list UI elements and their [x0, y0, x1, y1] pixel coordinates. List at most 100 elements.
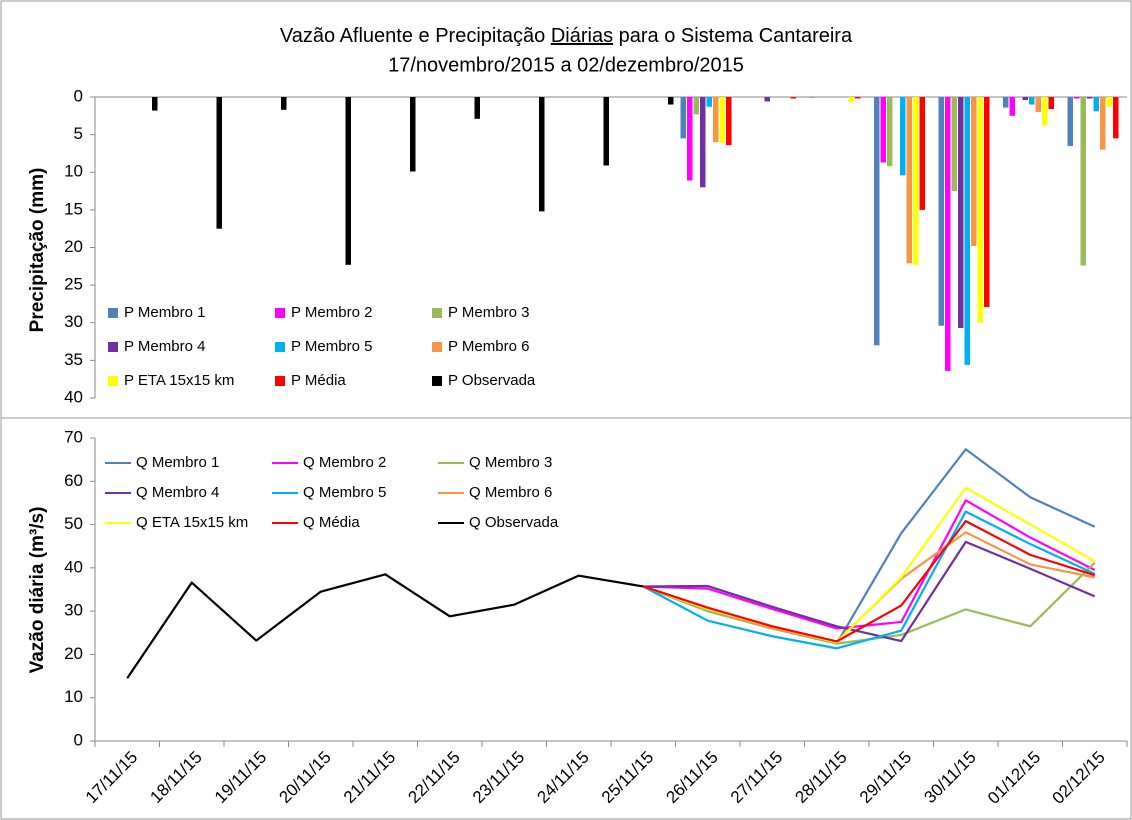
y-tick-label: 0: [74, 730, 83, 749]
legend-swatch: [275, 342, 285, 352]
bar: [216, 97, 222, 229]
y-axis-label: Precipitação (mm): [27, 168, 48, 333]
legend-label: P Membro 5: [291, 338, 372, 355]
legend-label: P Membro 3: [448, 304, 529, 321]
bar: [1035, 97, 1041, 113]
title-part: Diárias: [551, 25, 613, 47]
legend-label: P Média: [291, 372, 346, 389]
bar: [1042, 97, 1048, 126]
bar: [977, 97, 983, 323]
bar: [706, 97, 712, 107]
legend-label: P Membro 2: [291, 304, 372, 321]
bar: [874, 97, 880, 346]
bar: [603, 97, 609, 166]
y-tick-label: 40: [64, 387, 83, 406]
legend-swatch: [432, 308, 442, 318]
title-part: Vazão Afluente e Precipitação: [280, 25, 551, 47]
bar: [539, 97, 545, 212]
bar: [938, 97, 944, 326]
bar: [152, 97, 158, 111]
legend-swatch: [108, 342, 118, 352]
bar: [1113, 97, 1119, 139]
legend-swatch: [108, 376, 118, 386]
y-axis-label: Vazão diária (m³/s): [27, 507, 48, 674]
bar: [1029, 97, 1035, 105]
series-line: [643, 540, 1096, 643]
legend-label: Q Membro 2: [303, 454, 386, 471]
legend-label: Q Membro 5: [303, 484, 386, 501]
bar: [474, 97, 480, 119]
series-line: [643, 499, 1096, 630]
bar: [281, 97, 287, 110]
bar: [887, 97, 893, 167]
series-line: [642, 510, 1096, 650]
bar: [1074, 97, 1080, 99]
bar: [668, 97, 674, 105]
bar: [958, 97, 964, 329]
legend-swatch: [275, 376, 285, 386]
bar: [1087, 97, 1093, 99]
y-tick-label: 25: [64, 275, 83, 294]
legend-label: P Membro 1: [124, 304, 205, 321]
bar: [945, 97, 951, 371]
y-tick-label: 30: [64, 312, 83, 331]
legend-label: P Membro 6: [448, 338, 529, 355]
bar: [964, 97, 970, 365]
bar: [1106, 97, 1112, 107]
bar: [900, 97, 906, 176]
y-tick-label: 50: [64, 514, 83, 533]
bar: [1067, 97, 1073, 146]
chart-title: Vazão Afluente e Precipitação Diárias pa…: [280, 25, 853, 47]
bar: [848, 97, 854, 103]
bar: [1093, 97, 1099, 112]
bar: [764, 97, 770, 102]
y-tick-label: 20: [64, 644, 83, 663]
bar: [880, 97, 886, 163]
bar: [1022, 97, 1028, 101]
bar: [1100, 97, 1106, 150]
bar: [1003, 97, 1009, 108]
legend-label: P Observada: [448, 372, 536, 389]
bar: [913, 97, 919, 265]
bar: [1009, 97, 1015, 116]
legend-label: Q Membro 3: [469, 454, 552, 471]
bar: [809, 97, 815, 98]
legend-label: Q Observada: [469, 514, 559, 531]
legend-swatch: [432, 342, 442, 352]
bar: [951, 97, 957, 192]
legend-label: Q Membro 6: [469, 484, 552, 501]
y-tick-label: 15: [64, 199, 83, 218]
y-tick-label: 10: [64, 162, 83, 181]
bar: [719, 97, 725, 143]
y-tick-label: 10: [64, 687, 83, 706]
bar: [984, 97, 990, 307]
chart-subtitle: 17/novembro/2015 a 02/dezembro/2015: [388, 54, 744, 76]
y-tick-label: 60: [64, 471, 83, 490]
bar: [687, 97, 693, 181]
bar: [919, 97, 925, 210]
bar: [345, 97, 351, 265]
y-tick-label: 0: [74, 86, 83, 105]
bar: [1080, 97, 1086, 266]
y-tick-label: 70: [64, 427, 83, 446]
legend-swatch: [275, 308, 285, 318]
legend-label: Q Média: [303, 514, 360, 531]
legend-label: Q Membro 1: [136, 454, 219, 471]
legend-label: Q Membro 4: [136, 484, 219, 501]
series-line: [642, 520, 1096, 643]
legend-swatch: [108, 308, 118, 318]
series-line: [126, 573, 644, 679]
bar: [855, 97, 861, 99]
bar: [713, 97, 719, 143]
legend-swatch: [432, 376, 442, 386]
title-part: para o Sistema Cantareira: [613, 25, 853, 47]
bar: [906, 97, 912, 264]
y-tick-label: 5: [74, 124, 83, 143]
y-tick-label: 40: [64, 557, 83, 576]
legend-label: P Membro 4: [124, 338, 205, 355]
bar: [693, 97, 699, 115]
bar: [971, 97, 977, 246]
y-tick-label: 35: [64, 350, 83, 369]
bar: [410, 97, 416, 172]
